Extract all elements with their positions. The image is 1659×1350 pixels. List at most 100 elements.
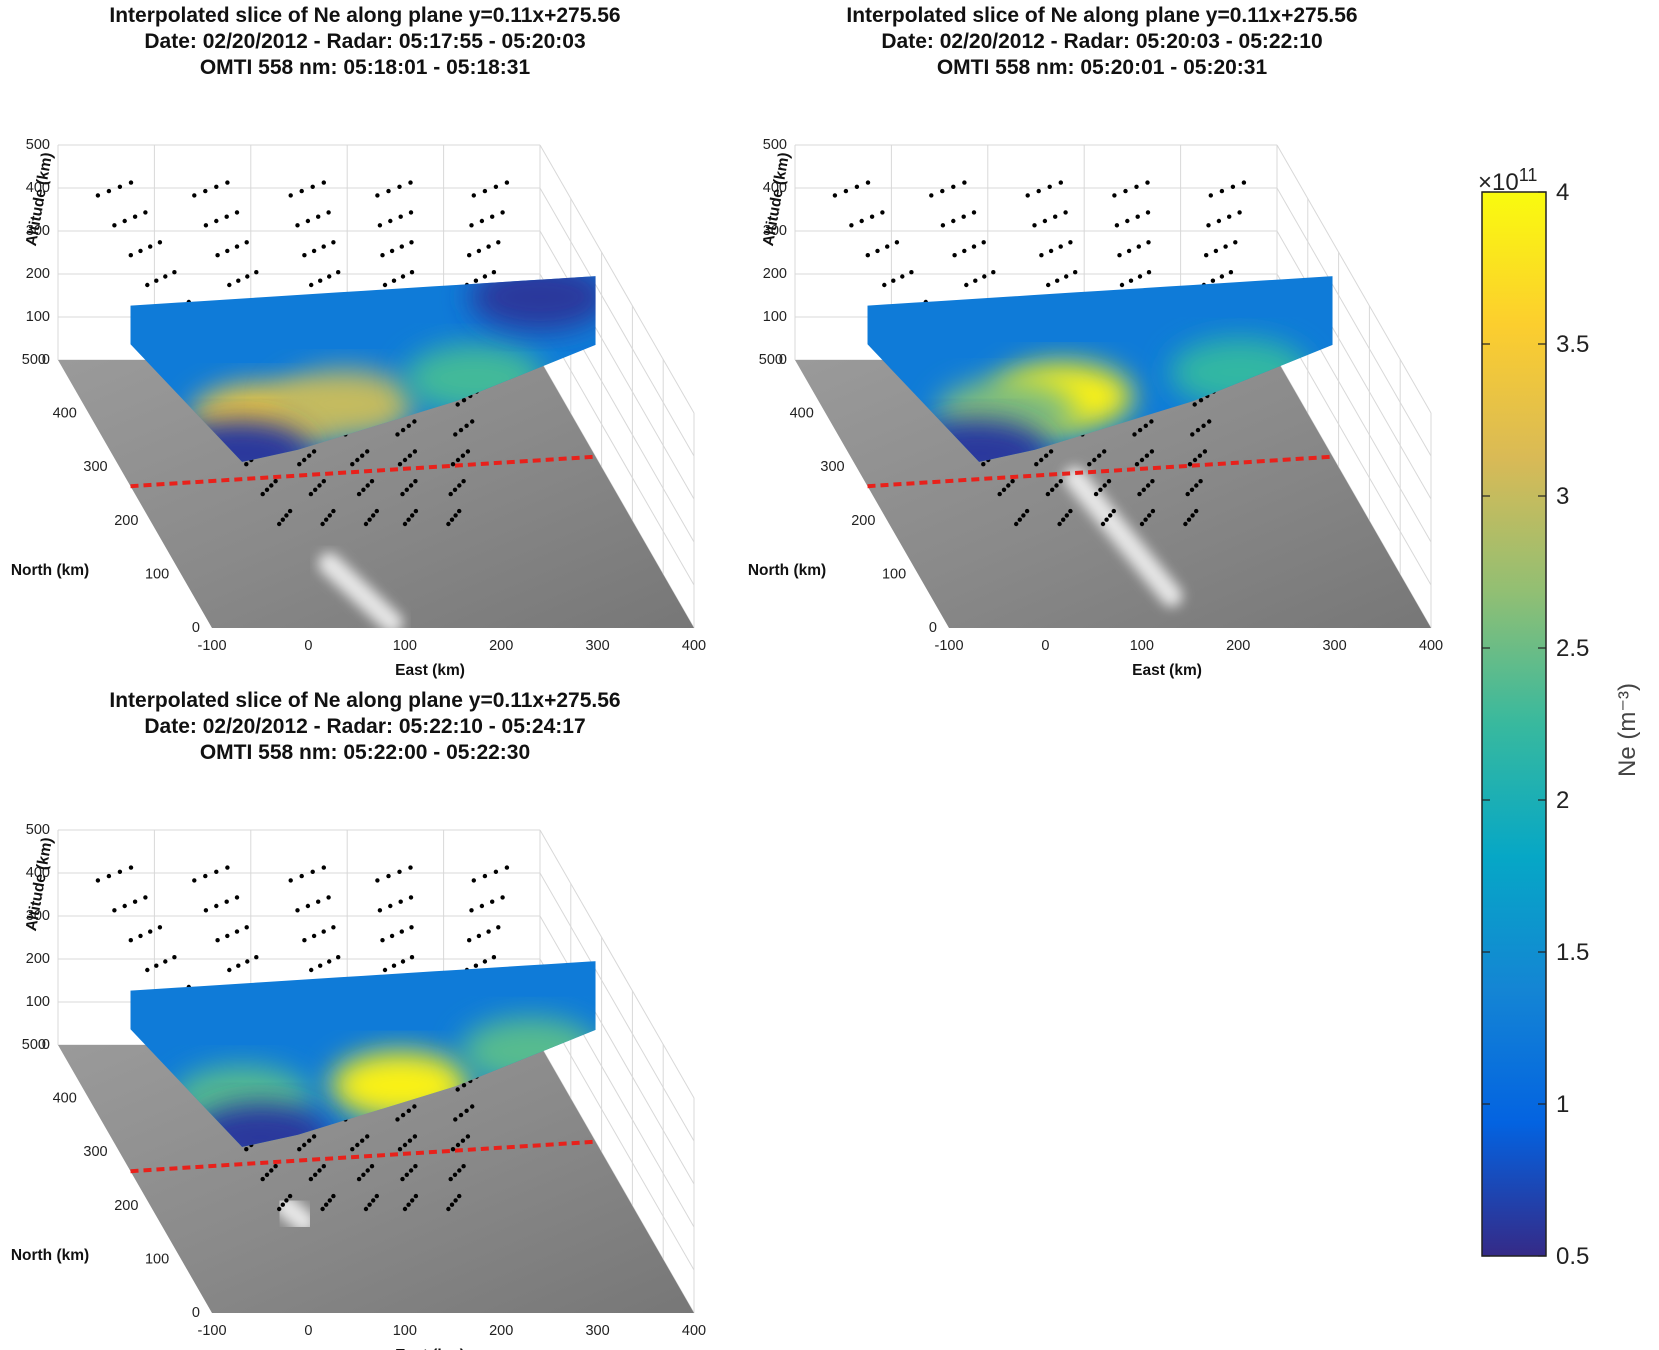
radar-point xyxy=(1149,449,1155,454)
radar-point xyxy=(308,491,314,497)
y-axis-label: North (km) xyxy=(11,562,89,579)
radar-point xyxy=(450,462,456,467)
radar-point xyxy=(1053,214,1058,219)
radar-point xyxy=(400,491,405,497)
radar-point xyxy=(273,479,278,484)
radar-point xyxy=(234,895,240,900)
radar-point xyxy=(1206,223,1211,228)
y-tick-label: 100 xyxy=(145,566,169,582)
radar-point xyxy=(900,274,905,279)
z-tick-label: 400 xyxy=(26,180,50,196)
x-axis-label: East (km) xyxy=(395,1347,465,1350)
radar-point xyxy=(374,1193,379,1199)
radar-point xyxy=(1024,508,1030,514)
radar-point xyxy=(1001,487,1007,492)
radar-point xyxy=(407,1138,413,1143)
radar-point xyxy=(452,1172,458,1177)
radar-point xyxy=(1195,427,1201,433)
x-tick-label: 200 xyxy=(489,1323,513,1339)
radar-point xyxy=(128,865,134,870)
radar-point xyxy=(1146,240,1151,245)
radar-point xyxy=(880,210,885,215)
radar-point xyxy=(214,903,219,909)
radar-point xyxy=(952,253,957,258)
y-tick-label: 100 xyxy=(882,566,906,582)
colorbar-tick-label: 3 xyxy=(1556,483,1569,510)
radar-point xyxy=(1039,253,1044,258)
radar-point xyxy=(244,240,249,245)
subplot-2: Interpolated slice of Ne along plane y=0… xyxy=(748,4,1443,679)
z-axis-label: Altitude (km) xyxy=(760,151,793,247)
y-tick-label: 500 xyxy=(759,352,783,368)
radar-point xyxy=(865,180,871,185)
z-tick-label: 100 xyxy=(26,994,50,1010)
x-tick-label: 300 xyxy=(585,638,609,654)
radar-point xyxy=(1219,274,1225,279)
radar-point xyxy=(1228,270,1234,275)
radar-point xyxy=(269,483,274,488)
auroral-arc xyxy=(318,552,404,634)
radar-point xyxy=(453,1117,458,1122)
radar-point xyxy=(1197,453,1203,458)
x-tick-label: 100 xyxy=(393,638,417,654)
radar-point xyxy=(446,521,451,527)
z-tick-label: 500 xyxy=(26,137,50,153)
z-axis-label: Altitude (km) xyxy=(23,151,56,247)
radar-point xyxy=(305,218,311,224)
x-tick-label: -100 xyxy=(197,638,226,654)
radar-point xyxy=(112,223,117,228)
radar-point xyxy=(465,449,471,454)
y-tick-label: 0 xyxy=(929,620,937,636)
radar-point xyxy=(404,1172,409,1177)
radar-point xyxy=(470,419,475,424)
radar-point xyxy=(410,1198,415,1203)
radar-point xyxy=(400,959,406,964)
x-tick-label: -100 xyxy=(934,638,963,654)
radar-point xyxy=(1219,188,1225,194)
radar-point xyxy=(327,1198,332,1203)
radar-point xyxy=(324,517,329,522)
radar-point xyxy=(157,925,163,930)
radar-point xyxy=(973,278,978,283)
radar-point xyxy=(106,873,112,879)
radar-point xyxy=(215,253,220,258)
radar-point xyxy=(1137,274,1143,279)
radar-point xyxy=(1233,240,1238,245)
radar-point xyxy=(1111,508,1116,514)
radar-point xyxy=(317,1168,322,1173)
z-tick-label: 300 xyxy=(26,908,50,924)
radar-point xyxy=(350,1147,355,1152)
radar-point xyxy=(409,955,415,960)
radar-point xyxy=(377,223,383,228)
radar-point xyxy=(504,865,510,870)
radar-point xyxy=(1057,521,1062,527)
radar-point xyxy=(1145,210,1151,215)
radar-point xyxy=(367,517,372,522)
z-tick-label: 200 xyxy=(763,266,787,282)
radar-point xyxy=(493,184,499,189)
radar-point xyxy=(961,214,966,219)
radar-point xyxy=(971,210,977,215)
chart-title-line: Date: 02/20/2012 - Radar: 05:20:03 - 05:… xyxy=(881,30,1322,53)
radar-point xyxy=(493,869,499,874)
x-tick-label: 300 xyxy=(1322,638,1346,654)
radar-point xyxy=(448,1176,453,1182)
radar-point xyxy=(464,423,469,428)
y-tick-label: 500 xyxy=(22,1037,46,1053)
radar-point xyxy=(496,925,501,930)
radar-point xyxy=(1117,253,1122,258)
radar-point xyxy=(1061,517,1066,522)
radar-point xyxy=(122,903,127,909)
gridline xyxy=(539,872,695,1142)
colorbar: 0.5 1 1.5 2 2.5 3 3.5 4 ×1011 Ne (m⁻³) xyxy=(1478,165,1641,1270)
radar-point xyxy=(490,899,495,904)
radar-point xyxy=(245,959,250,964)
z-tick-label: 300 xyxy=(26,223,50,239)
radar-point xyxy=(327,274,332,279)
radar-point xyxy=(1112,193,1117,198)
radar-point xyxy=(1192,402,1197,407)
radar-point xyxy=(225,865,230,870)
radar-point xyxy=(467,938,472,943)
radar-point xyxy=(1201,423,1206,428)
radar-point xyxy=(244,1147,249,1152)
